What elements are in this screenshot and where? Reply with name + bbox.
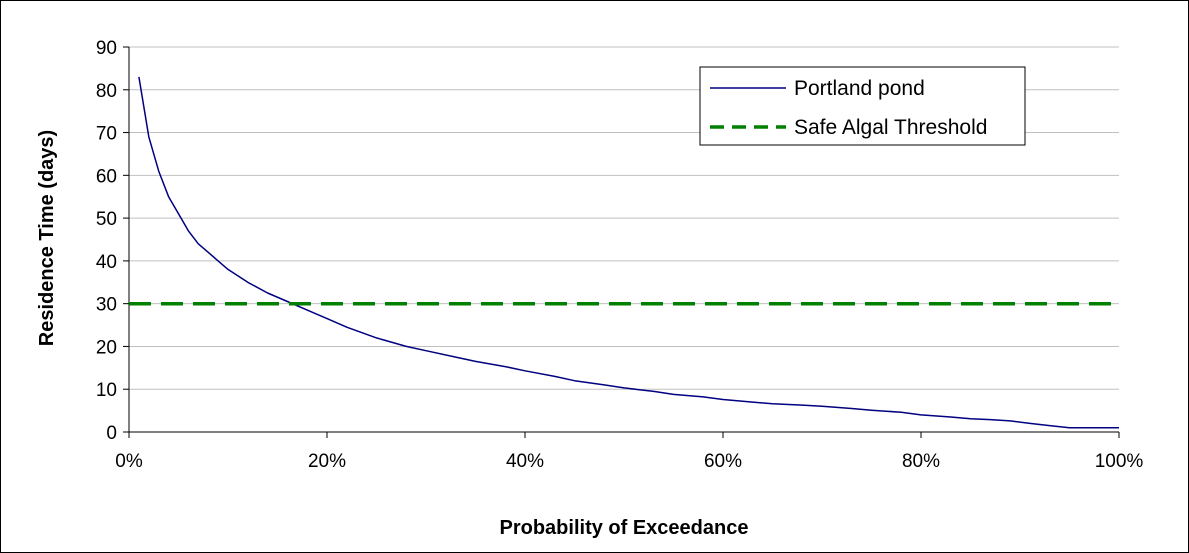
y-tick-label: 20 bbox=[96, 337, 117, 358]
y-axis-title: Residence Time (days) bbox=[36, 130, 58, 346]
axes bbox=[123, 46, 1120, 438]
y-tick-label: 80 bbox=[96, 81, 117, 102]
x-tick-label: 80% bbox=[902, 451, 940, 472]
y-tick-label: 70 bbox=[96, 124, 117, 145]
y-tick-label: 90 bbox=[96, 38, 117, 59]
y-tick-labels: 0 10 20 30 40 50 60 70 80 90 bbox=[96, 38, 117, 444]
x-tick-label: 0% bbox=[115, 451, 143, 472]
legend: Portland pond Safe Algal Threshold bbox=[699, 66, 1026, 146]
x-tick-label: 40% bbox=[506, 451, 544, 472]
y-tick-label: 50 bbox=[96, 209, 117, 230]
legend-label-portland-pond: Portland pond bbox=[794, 77, 925, 100]
legend-box bbox=[699, 66, 1026, 146]
x-tick-label: 60% bbox=[704, 451, 742, 472]
y-tick-label: 40 bbox=[96, 252, 117, 273]
x-tick-labels: 0% 20% 40% 60% 80% 100% bbox=[115, 451, 1143, 472]
y-tick-label: 0 bbox=[106, 423, 117, 444]
y-tick-label: 60 bbox=[96, 166, 117, 187]
x-tick-label: 20% bbox=[308, 451, 346, 472]
series-line-portland-pond bbox=[138, 76, 1119, 429]
y-tick-label: 30 bbox=[96, 295, 117, 316]
x-tick-label: 100% bbox=[1095, 451, 1144, 472]
series-layer bbox=[129, 76, 1119, 429]
y-tick-label: 10 bbox=[96, 380, 117, 401]
legend-label-safe-algal-threshold: Safe Algal Threshold bbox=[794, 116, 987, 139]
x-axis-title: Probability of Exceedance bbox=[500, 517, 749, 539]
